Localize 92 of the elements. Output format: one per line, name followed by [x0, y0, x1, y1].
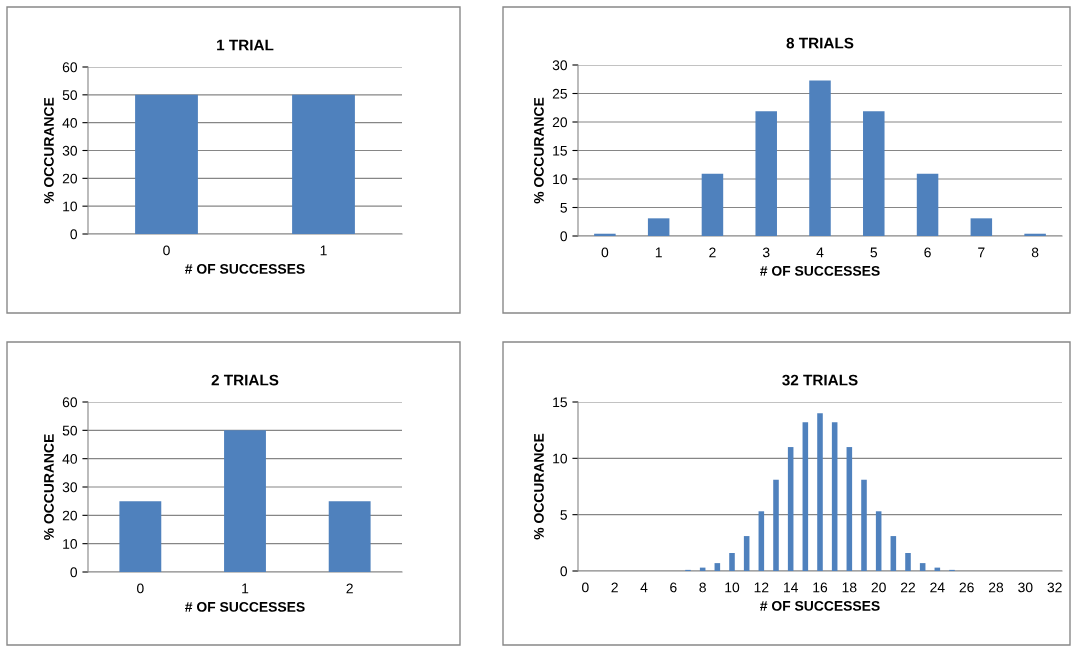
x-axis-title: # OF SUCCESSES [760, 265, 880, 276]
x-tick-label: 2 [611, 582, 618, 593]
x-tick-label: 12 [754, 582, 769, 593]
bar [647, 218, 670, 236]
bar [916, 173, 939, 236]
y-tick-label: 0 [70, 567, 78, 578]
y-axis-title: % OCCURANCE [44, 97, 54, 204]
x-axis-title: # OF SUCCESSES [185, 263, 305, 274]
y-tick-label: 20 [552, 117, 568, 128]
x-tick-label: 1 [242, 583, 249, 594]
y-tick-label: 0 [560, 566, 568, 577]
y-tick-label: 10 [63, 201, 78, 212]
bar [1024, 233, 1046, 236]
bar [846, 447, 853, 571]
y-tick-label: 10 [63, 539, 78, 549]
bar [714, 563, 721, 571]
y-tick-label: 40 [62, 118, 78, 128]
chart-title: 8 TRIALS [786, 37, 854, 49]
x-tick-label: 2 [709, 247, 716, 258]
x-tick-label: 0 [582, 582, 589, 593]
y-tick-label: 30 [62, 145, 78, 156]
x-tick-label: 0 [137, 583, 144, 594]
y-axis-title: % OCCURANCE [534, 433, 544, 540]
y-tick-label: 60 [62, 62, 78, 73]
bar [758, 511, 765, 571]
x-tick-label: 6 [670, 582, 677, 593]
bar [861, 479, 867, 571]
x-axis-title: # OF SUCCESSES [760, 600, 880, 611]
chart-title: 2 TRIALS [211, 374, 279, 386]
y-tick-label: 0 [70, 229, 78, 240]
y-tick-label: 15 [553, 397, 567, 408]
bar [802, 422, 809, 571]
y-tick-label: 25 [552, 88, 567, 99]
chart-title: 1 TRIAL [217, 39, 274, 51]
bar [863, 111, 885, 236]
x-tick-label: 0 [163, 245, 170, 256]
bar [787, 447, 794, 571]
bar [755, 111, 777, 236]
chart-title: 32 TRIALS [782, 374, 858, 386]
x-tick-label: 18 [842, 582, 857, 593]
y-tick-label: 5 [560, 202, 567, 213]
bar [594, 233, 616, 236]
x-tick-label: 0 [601, 247, 609, 258]
bar [905, 552, 911, 571]
y-tick-label: 5 [560, 510, 567, 520]
x-tick-label: 3 [762, 247, 770, 258]
bar [890, 536, 897, 571]
y-tick-label: 10 [553, 174, 568, 185]
y-tick-label: 50 [62, 90, 78, 100]
bar [875, 511, 882, 571]
y-axis-title: % OCCURANCE [44, 434, 54, 540]
bar [919, 563, 926, 571]
x-tick-label: 8 [699, 582, 706, 593]
x-tick-label: 4 [816, 247, 824, 258]
y-tick-label: 60 [62, 397, 78, 408]
bar [809, 80, 831, 236]
y-tick-label: 30 [552, 60, 568, 71]
bar [701, 173, 724, 236]
x-tick-label: 5 [870, 247, 878, 258]
y-tick-label: 40 [62, 454, 78, 464]
x-tick-label: 6 [924, 247, 931, 258]
x-tick-label: 14 [784, 582, 798, 593]
bar [773, 479, 779, 571]
x-tick-label: 32 [1047, 582, 1062, 593]
x-tick-label: 30 [1018, 582, 1033, 593]
x-tick-label: 28 [988, 582, 1004, 593]
bar [729, 552, 735, 571]
bar [817, 413, 823, 571]
x-tick-label: 2 [346, 583, 353, 594]
x-tick-label: 10 [725, 582, 740, 593]
bar [970, 218, 993, 236]
bar [831, 422, 838, 571]
x-tick-label: 22 [900, 582, 916, 593]
x-tick-label: 16 [813, 582, 828, 593]
x-axis-title: # OF SUCCESSES [185, 601, 305, 612]
x-tick-label: 24 [930, 582, 945, 593]
x-tick-label: 20 [871, 582, 886, 593]
y-tick-label: 50 [62, 425, 78, 436]
x-tick-label: 26 [959, 582, 974, 593]
x-tick-label: 7 [978, 247, 985, 258]
y-axis-title: % OCCURANCE [534, 97, 544, 204]
x-tick-label: 1 [320, 245, 327, 256]
bar [743, 536, 750, 571]
y-tick-label: 20 [62, 510, 78, 521]
y-tick-label: 15 [553, 145, 567, 156]
x-tick-label: 1 [655, 247, 662, 258]
y-tick-label: 10 [553, 453, 568, 464]
x-tick-label: 4 [640, 582, 648, 593]
y-tick-label: 20 [62, 173, 78, 184]
y-tick-label: 30 [62, 482, 78, 493]
x-tick-label: 8 [1031, 247, 1039, 258]
y-tick-label: 0 [560, 231, 568, 242]
